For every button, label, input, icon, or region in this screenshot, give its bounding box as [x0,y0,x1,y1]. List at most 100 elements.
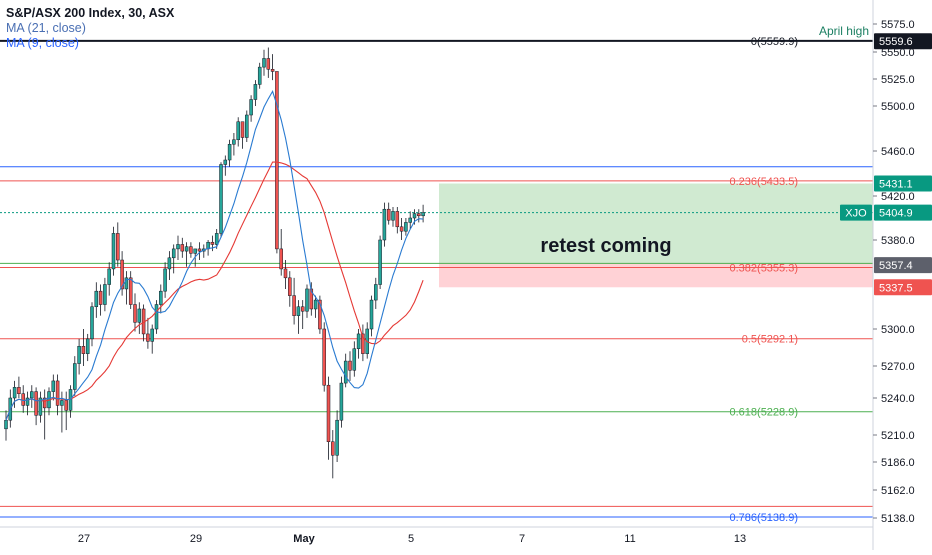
zone-red [439,263,873,288]
symbol-title[interactable]: S&P/ASX 200 Index, 30, ASX [6,6,175,20]
price-tick-label: 5300.0 [881,324,915,336]
candle-body [176,244,180,250]
chart-legend: S&P/ASX 200 Index, 30, ASX MA (21, close… [6,6,174,51]
fib-label-3: 0.5(5292.1) [742,334,798,346]
candle-body [378,239,382,285]
price-tick-label: 5550.0 [881,47,915,59]
candle-body [219,164,223,234]
candle-body [279,248,283,270]
candle-body [111,233,116,270]
time-tick-label: 11 [624,533,635,545]
price-tick-label: 5380.0 [881,235,915,247]
candle-body [73,363,77,390]
candle-body [391,211,395,221]
candle-body [17,387,21,394]
candle-body [236,121,240,140]
candle-body [55,380,60,406]
candle-body [417,213,421,217]
candle-body [150,328,154,342]
levels-layer [0,39,873,518]
candle-body [21,393,25,406]
ma21-legend[interactable]: MA (21, close) [6,21,86,35]
symbol-tag-box [840,204,872,221]
fib-label-0: 0(5559.9) [751,36,798,48]
candle-body [335,419,339,456]
candle-body [288,277,292,296]
fib-label-5: 0.786(5138.9) [730,512,799,524]
candle-body [210,241,215,245]
candle-body [240,121,245,138]
candle-body [30,391,34,399]
candle-body [313,299,318,310]
candle-body [257,66,262,85]
price-axis-bg [873,0,932,550]
candle-body [275,71,279,250]
candle-body [107,268,111,285]
candle-body [223,159,228,165]
candle-body [343,360,348,384]
price-axis[interactable]: 5575.0 5550.0 5525.0 5500.0 5460.0 5420.0 5380… [840,0,932,550]
symbol-tag: XJO [845,208,867,220]
candle-body [300,306,305,312]
candle-body [249,99,253,116]
price-label-2: 5404.9 [879,208,913,220]
price-label-box [874,257,932,274]
candle-body [305,288,309,312]
candle-body [184,246,189,252]
price-tick-label: 5500.0 [881,101,915,113]
ma9-legend[interactable]: MA (9, close) [6,36,79,50]
candle-body [270,69,275,72]
candle-body [232,139,236,145]
candle-body [382,208,387,241]
fib-label-4: 0.618(5228.9) [730,407,799,419]
candle-body [399,226,404,232]
price-tick-label: 5186.0 [881,457,915,469]
candle-body [85,338,90,354]
candles-layer [4,47,425,479]
candle-body [116,233,120,261]
candle-body [292,295,296,316]
time-axis[interactable]: 27 29 May 5 7 11 13 [0,526,873,545]
candle-body [167,257,172,270]
price-tick-label: 5162.0 [881,485,915,497]
candle-body [318,299,322,330]
fib-label-2: 0.382(5355.3) [730,262,799,274]
time-tick-label: May [293,533,315,545]
candle-body [38,397,43,416]
candle-body [197,248,202,252]
time-tick-label: 29 [190,533,202,545]
candle-body [374,284,378,301]
price-tick-label: 5210.0 [881,430,915,442]
candle-body [42,397,47,409]
candle-body [103,284,107,305]
price-tick-label: 5460.0 [881,146,915,158]
candle-body [12,387,17,399]
candle-body [94,290,99,307]
price-tick-label: 5240.0 [881,393,915,405]
candle-body [81,346,86,354]
price-label-3: 5357.4 [879,260,913,272]
candle-body [163,268,167,292]
candle-body [77,346,81,364]
candle-body [395,211,400,228]
candle-body [227,144,232,161]
candle-body [352,348,357,371]
candle-body [4,419,8,430]
candle-body [356,333,361,349]
candle-body [408,217,412,223]
price-tick-label: 5420.0 [881,191,915,203]
candle-body [34,391,38,416]
level-labels-layer: 0(5559.9) 0.236(5433.5) 0.382(5355.3) 0.5(5… [730,24,870,524]
candle-body [137,308,142,323]
candle-body [180,244,185,252]
candle-body [326,384,331,443]
candle-body [124,277,129,290]
candle-body [90,306,94,340]
price-tick-label: 5575.0 [881,19,915,31]
moving-averages-layer [5,90,424,421]
price-label-1: 5431.1 [879,179,913,191]
time-tick-label: 7 [519,533,525,545]
candle-body [64,400,68,411]
